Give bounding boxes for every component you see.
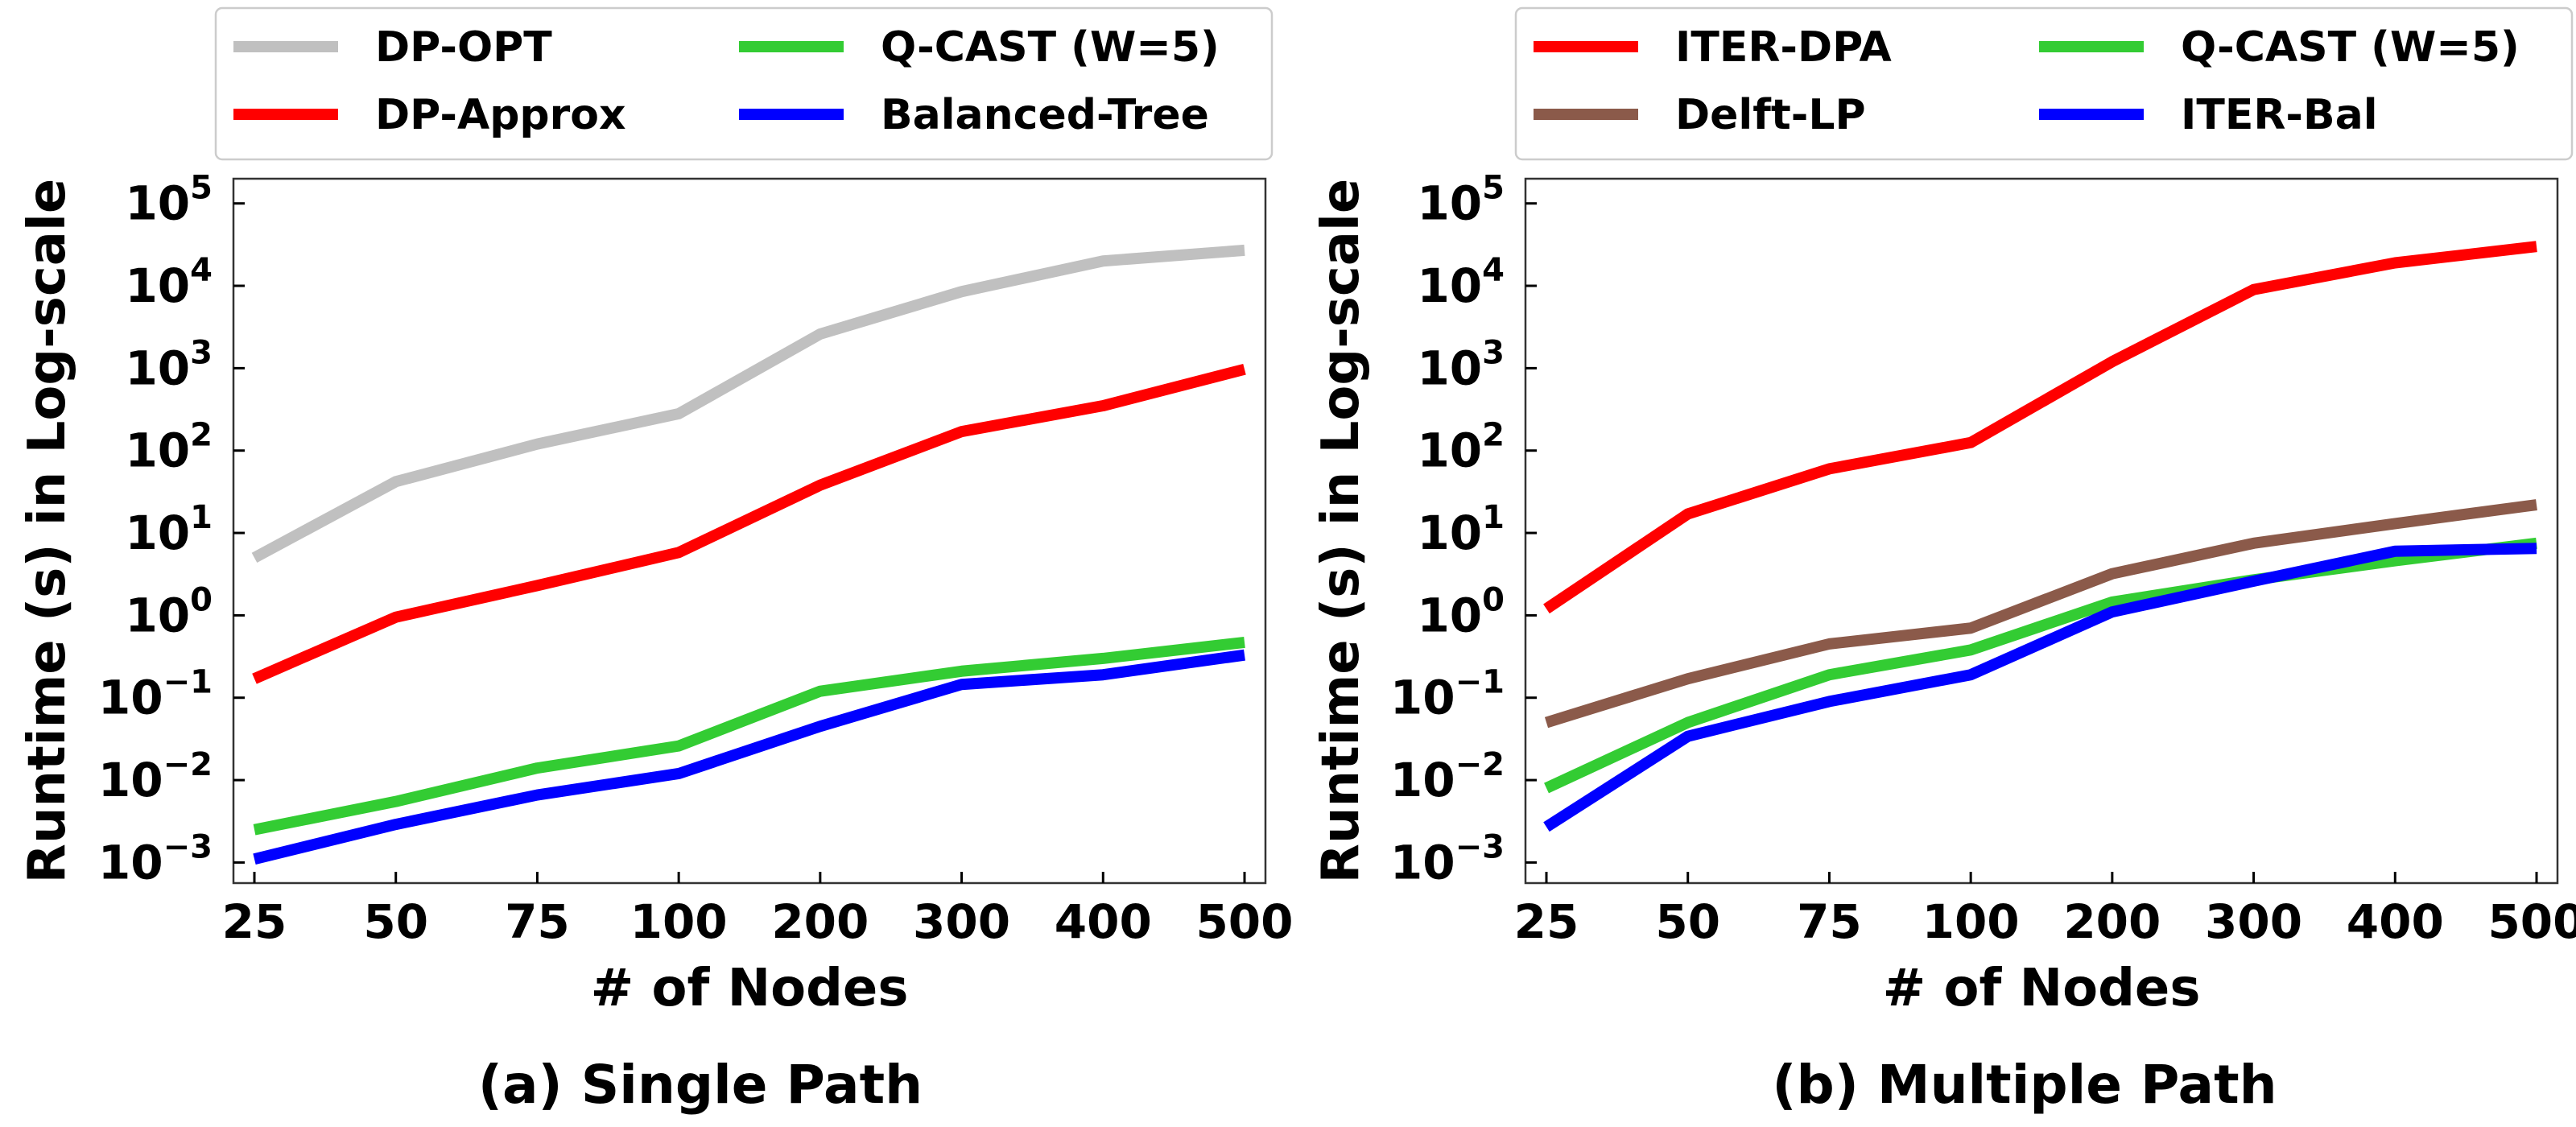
x-tick-label: 400 xyxy=(2347,894,2444,949)
x-tick-label: 300 xyxy=(913,894,1010,949)
x-tick-label: 25 xyxy=(222,894,287,949)
series-line-dp-opt xyxy=(251,244,1245,564)
chart-panel-2: 25 50 75 100 200 300 400 500 10−3 10−2 10−1 100 101 1… xyxy=(1311,6,2576,1116)
plot-frame xyxy=(1524,177,2559,885)
y-tick-label: 101 xyxy=(1417,499,1505,560)
x-tick-label: 50 xyxy=(1655,894,1720,949)
x-tick-label: 50 xyxy=(363,894,428,949)
legend-label: Q-CAST (W=5) xyxy=(2181,23,2520,72)
panel-caption: (b) Multiple Path xyxy=(1772,1054,2277,1116)
y-tick-label: 105 xyxy=(1417,170,1505,231)
y-tick-label: 103 xyxy=(1417,334,1505,395)
x-tick-label: 200 xyxy=(2063,894,2161,949)
y-tick-label: 102 xyxy=(125,417,213,478)
y-tick-label: 10−1 xyxy=(1390,664,1505,725)
legend-label: Q-CAST (W=5) xyxy=(881,23,1220,72)
series-line-iter-bal xyxy=(1543,543,2537,832)
y-tick-label: 10−2 xyxy=(98,746,213,807)
series-line-delft-lp xyxy=(1544,499,2537,729)
legend-label: DP-Approx xyxy=(375,91,626,139)
y-tick-label: 100 xyxy=(125,581,213,642)
x-tick-label: 75 xyxy=(1797,894,1862,949)
x-tick-label: 400 xyxy=(1055,894,1152,949)
x-tick-label: 300 xyxy=(2205,894,2302,949)
x-axis-title: # of Nodes xyxy=(591,959,909,1018)
y-tick-label: 10−1 xyxy=(98,664,213,725)
legend-label: ITER-DPA xyxy=(1675,23,1892,72)
legend-box xyxy=(1514,6,2574,161)
legend-label: ITER-Bal xyxy=(2181,91,2378,139)
x-tick-label: 75 xyxy=(505,894,570,949)
panel-caption: (a) Single Path xyxy=(478,1054,923,1116)
y-tick-label: 101 xyxy=(125,499,213,560)
series-line-q-cast-w-5 xyxy=(253,636,1245,836)
series-line-dp-approx xyxy=(252,363,1246,684)
y-axis-title: Runtime (s) in Log-scale xyxy=(1311,179,1371,884)
plot-frame xyxy=(232,177,1267,885)
legend-label: DP-OPT xyxy=(375,23,552,72)
y-tick-label: 102 xyxy=(1417,417,1505,478)
x-tick-label: 500 xyxy=(1195,894,1293,949)
y-axis-title: Runtime (s) in Log-scale xyxy=(18,179,77,884)
legend-label: Delft-LP xyxy=(1675,91,1866,139)
y-tick-label: 105 xyxy=(125,170,213,231)
series-line-iter-dpa xyxy=(1543,241,2537,614)
x-tick-label: 100 xyxy=(1922,894,2020,949)
y-tick-label: 103 xyxy=(125,334,213,395)
chart-panel-1: 25 50 75 100 200 300 400 500 10−3 10−2 10−1 100 101 1… xyxy=(18,6,1294,1116)
series-line-q-cast-w-5 xyxy=(1544,537,2537,794)
x-tick-label: 100 xyxy=(630,894,728,949)
legend-label: Balanced-Tree xyxy=(881,91,1209,139)
x-tick-label: 500 xyxy=(2487,894,2576,949)
series-line-balanced-tree xyxy=(253,649,1245,865)
x-tick-label: 200 xyxy=(771,894,869,949)
y-tick-label: 10−3 xyxy=(1390,828,1505,890)
x-tick-label: 25 xyxy=(1514,894,1579,949)
y-tick-label: 104 xyxy=(125,252,213,313)
y-tick-label: 104 xyxy=(1417,252,1505,313)
legend-box xyxy=(214,6,1274,161)
y-tick-label: 10−2 xyxy=(1390,746,1505,807)
y-tick-label: 100 xyxy=(1417,581,1505,642)
y-tick-label: 10−3 xyxy=(98,828,213,890)
x-axis-title: # of Nodes xyxy=(1883,959,2201,1018)
